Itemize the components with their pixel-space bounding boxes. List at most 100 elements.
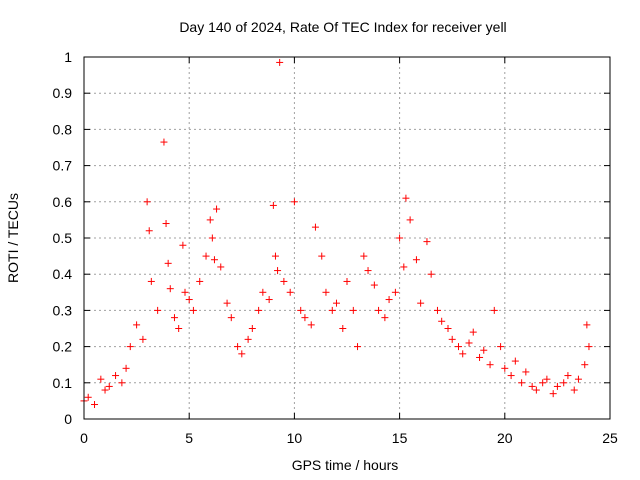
grid-lines: [84, 57, 610, 419]
x-tick-label: 0: [80, 430, 88, 446]
data-point: [265, 296, 273, 304]
data-point: [175, 325, 183, 332]
data-point: [583, 321, 591, 329]
data-point: [581, 361, 589, 369]
data-point: [539, 379, 547, 387]
data-point: [255, 306, 263, 314]
data-point: [402, 194, 410, 202]
data-point: [311, 223, 319, 231]
data-point: [328, 306, 336, 314]
data-point: [585, 343, 593, 351]
data-point: [248, 325, 256, 332]
data-point: [381, 314, 389, 322]
data-point: [427, 270, 435, 278]
data-point: [145, 227, 153, 235]
data-point: [433, 306, 441, 314]
data-point: [511, 357, 519, 365]
data-point: [564, 372, 572, 380]
data-point: [147, 277, 155, 285]
data-point: [385, 296, 393, 304]
data-point: [234, 343, 242, 351]
data-point: [166, 285, 174, 293]
data-point: [448, 335, 456, 343]
data-point: [286, 288, 294, 296]
data-point: [339, 325, 347, 332]
data-point: [549, 390, 557, 398]
data-point: [217, 263, 225, 271]
data-point: [349, 306, 357, 314]
y-tick-label: 1: [64, 49, 72, 65]
y-tick-label: 0.2: [53, 339, 73, 355]
x-tick-label: 15: [392, 430, 408, 446]
chart-title: Day 140 of 2024, Rate Of TEC Index for r…: [179, 19, 506, 35]
data-point: [105, 382, 113, 390]
data-point: [122, 364, 130, 372]
data-point: [139, 335, 147, 343]
data-point: [118, 379, 126, 387]
data-point: [162, 220, 170, 228]
data-point: [455, 343, 463, 351]
data-point: [143, 198, 151, 206]
x-axis-ticks: 0 5 10 15 20 25: [80, 57, 618, 446]
data-point: [438, 317, 446, 325]
data-point: [244, 335, 252, 343]
data-point: [518, 379, 526, 387]
data-point: [223, 299, 231, 307]
data-point: [406, 216, 414, 224]
y-tick-label: 0.6: [53, 194, 73, 210]
data-point: [202, 252, 210, 260]
data-point: [101, 386, 109, 394]
data-point: [179, 241, 187, 249]
data-point: [259, 288, 267, 296]
data-point: [274, 267, 282, 275]
data-point: [465, 339, 473, 347]
data-point: [543, 375, 551, 383]
data-points: [80, 58, 593, 409]
data-point: [271, 252, 279, 260]
data-point: [354, 343, 362, 351]
data-point: [497, 343, 505, 351]
y-tick-label: 0.8: [53, 121, 73, 137]
data-point: [91, 401, 99, 409]
data-point: [412, 256, 420, 264]
y-tick-label: 0.1: [53, 375, 73, 391]
data-point: [154, 306, 162, 314]
data-point: [322, 288, 330, 296]
y-tick-label: 0.9: [53, 85, 73, 101]
data-point: [126, 343, 134, 351]
y-tick-label: 0: [64, 411, 72, 427]
data-point: [417, 299, 425, 307]
x-tick-label: 5: [185, 430, 193, 446]
data-point: [400, 263, 408, 271]
data-point: [297, 306, 305, 314]
data-point: [480, 346, 488, 354]
data-point: [97, 375, 105, 383]
y-tick-label: 0.4: [53, 266, 73, 282]
data-point: [574, 375, 582, 383]
data-point: [269, 201, 277, 209]
data-point: [444, 325, 452, 332]
data-point: [185, 296, 193, 304]
y-tick-label: 0.7: [53, 158, 73, 174]
data-point: [238, 350, 246, 358]
data-point: [206, 216, 214, 224]
data-point: [570, 386, 578, 394]
data-point: [501, 364, 509, 372]
data-point: [160, 138, 168, 146]
data-point: [370, 281, 378, 289]
data-point: [189, 306, 197, 314]
data-point: [532, 386, 540, 394]
data-point: [84, 393, 92, 401]
data-point: [396, 234, 404, 242]
data-point: [213, 205, 221, 213]
data-point: [208, 234, 216, 242]
data-point: [210, 256, 218, 264]
data-point: [343, 277, 351, 285]
data-point: [490, 306, 498, 314]
data-point: [560, 379, 568, 387]
data-point: [181, 288, 189, 296]
data-point: [276, 58, 284, 66]
x-axis-label: GPS time / hours: [292, 457, 399, 473]
plot-frame: [83, 56, 611, 420]
